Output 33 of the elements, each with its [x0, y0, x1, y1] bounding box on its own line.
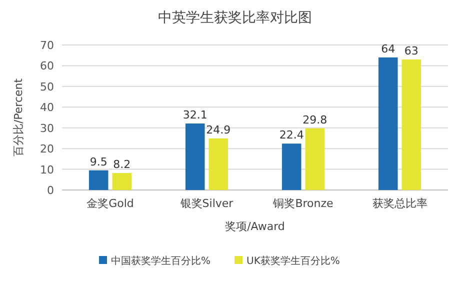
data-label: 64: [381, 42, 396, 56]
data-label: 8.2: [113, 158, 131, 172]
y-tick-label: 40: [40, 101, 54, 114]
bar: [378, 57, 398, 190]
data-label: 29.8: [302, 113, 328, 126]
y-tick-label: 10: [40, 163, 54, 176]
bar: [112, 173, 132, 190]
y-axis-title: 百分比/Percent: [12, 78, 25, 157]
chart-title: 中英学生获奖比率对比图: [158, 10, 312, 26]
y-tick-label: 0: [47, 184, 54, 197]
data-label: 32.1: [182, 108, 208, 122]
bar: [208, 138, 228, 190]
x-tick-label: 金奖Gold: [86, 197, 134, 210]
data-label: 9.5: [90, 155, 108, 168]
y-tick-label: 30: [40, 122, 54, 135]
x-tick-label: 获奖总比率: [372, 197, 428, 210]
bar: [402, 60, 422, 190]
data-label: 22.4: [279, 128, 304, 142]
bar: [185, 124, 205, 190]
bar: [305, 128, 325, 190]
y-tick-label: 70: [40, 39, 54, 52]
y-tick-label: 50: [40, 80, 54, 94]
legend-label: UK获奖学生百分比%: [246, 255, 340, 267]
data-label: 24.9: [206, 123, 231, 136]
data-label: 63: [404, 44, 418, 58]
x-axis-title: 奖项/Award: [225, 220, 285, 233]
legend-label: 中国获奖学生百分比%: [111, 255, 211, 267]
bar: [88, 170, 108, 190]
x-tick-label: 银奖Silver: [179, 197, 234, 210]
y-tick-label: 20: [40, 142, 54, 156]
y-tick-label: 60: [40, 60, 54, 73]
bar: [282, 144, 302, 190]
x-tick-label: 铜奖Bronze: [272, 197, 334, 210]
